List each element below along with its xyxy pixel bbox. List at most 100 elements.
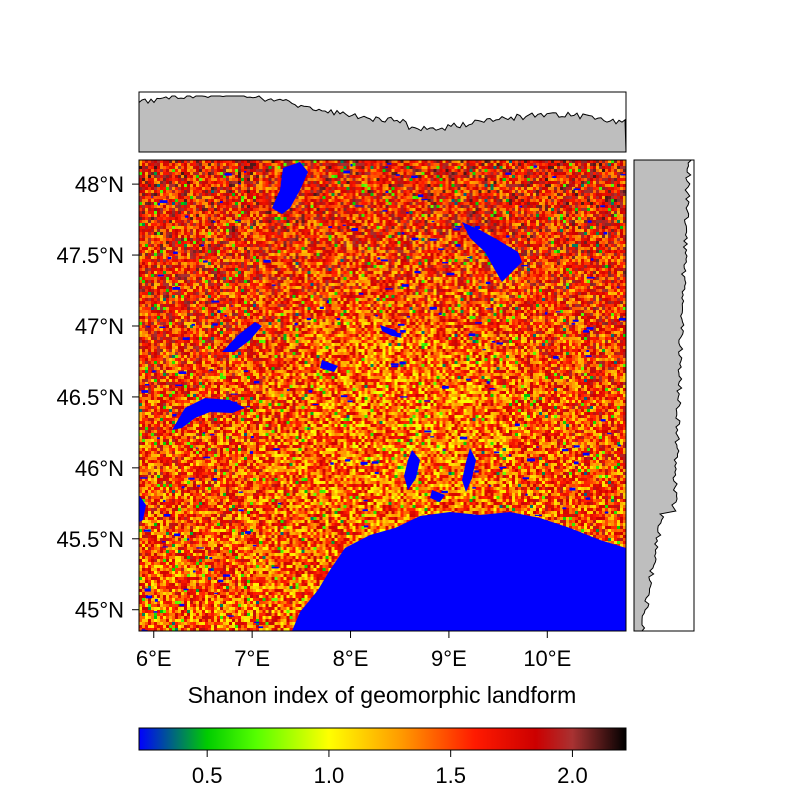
water-pixel [218, 579, 224, 583]
water-pixel [507, 265, 510, 268]
water-pixel [217, 310, 221, 313]
water-pixel [521, 628, 524, 631]
water-pixel [486, 381, 490, 384]
water-pixel [211, 300, 220, 303]
water-pixel [401, 232, 405, 235]
water-pixel [551, 625, 556, 627]
water-pixel [438, 248, 444, 251]
water-pixel [374, 471, 379, 474]
water-pixel [559, 576, 566, 578]
water-pixel [251, 435, 254, 439]
water-pixel [375, 314, 378, 317]
water-pixel [414, 270, 421, 274]
water-pixel [140, 477, 148, 479]
top-marginal-profile [138, 91, 627, 153]
water-pixel [604, 511, 609, 514]
water-pixel [519, 205, 523, 208]
water-pixel [397, 323, 405, 326]
water-pixel [252, 544, 257, 547]
water-pixel [395, 545, 404, 548]
water-pixel [161, 541, 166, 543]
water-pixel [308, 390, 313, 393]
water-pixel [419, 520, 426, 523]
colorbar-tick-label: 2.0 [557, 763, 588, 788]
water-pixel [238, 509, 244, 512]
water-pixel [141, 390, 149, 393]
colorbar-tick-label: 1.5 [435, 763, 466, 788]
water-pixel [399, 396, 408, 398]
water-pixel [455, 225, 462, 228]
water-pixel [286, 389, 290, 391]
water-pixel [157, 202, 161, 206]
water-pixel [196, 547, 204, 549]
water-pixel [224, 315, 227, 317]
longitude-profile-area [138, 95, 627, 153]
water-pixel [209, 434, 215, 436]
water-pixel [447, 574, 454, 577]
water-pixel [263, 259, 271, 263]
water-pixel [231, 401, 238, 405]
water-pixel [478, 615, 484, 618]
water-pixel [603, 231, 608, 235]
water-pixel [328, 226, 333, 228]
water-pixel [245, 531, 251, 534]
water-pixel [525, 493, 528, 496]
water-pixel [310, 597, 317, 601]
water-pixel [590, 258, 594, 261]
colorbar-tick-label: 1.0 [314, 763, 345, 788]
water-pixel [182, 337, 190, 340]
water-pixel [312, 404, 319, 406]
y-tick-label: 47.5°N [56, 243, 124, 268]
water-pixel [271, 284, 276, 286]
y-tick-label: 47°N [75, 314, 124, 339]
water-pixel [429, 306, 437, 310]
water-body [430, 490, 445, 502]
water-pixel [201, 244, 205, 247]
water-pixel [562, 507, 567, 510]
water-pixel [552, 176, 557, 179]
water-pixel [571, 572, 580, 574]
water-pixel [385, 191, 389, 193]
water-pixel [238, 183, 241, 185]
map-frame [138, 159, 627, 632]
water-pixel [393, 570, 400, 573]
water-pixel [400, 330, 406, 333]
water-pixel [163, 499, 166, 503]
water-pixel [442, 449, 447, 451]
water-pixel [326, 300, 329, 303]
water-pixel [585, 355, 592, 357]
water-pixel [382, 210, 388, 212]
water-body [272, 162, 308, 214]
water-pixel [390, 363, 399, 366]
water-pixel [482, 349, 486, 351]
water-pixel [159, 326, 166, 328]
water-pixel [559, 596, 562, 599]
water-pixel [485, 281, 491, 284]
water-body [462, 222, 522, 282]
water-pixel [191, 323, 195, 326]
water-pixel [474, 470, 479, 473]
water-pixel [151, 196, 154, 198]
water-pixel [489, 485, 492, 487]
water-pixel [573, 188, 581, 191]
water-pixel [502, 596, 511, 598]
water-pixel [336, 318, 340, 321]
water-pixel [294, 322, 298, 326]
water-pixel [271, 566, 279, 569]
water-pixel [430, 238, 437, 241]
water-pixel [386, 163, 392, 165]
water-pixel [534, 514, 542, 517]
water-pixel [145, 383, 150, 386]
water-pixel [377, 257, 381, 260]
x-tick-label: 8°E [333, 646, 369, 671]
water-pixel [183, 588, 189, 591]
water-pixel [616, 286, 620, 288]
water-pixel [172, 286, 181, 290]
water-pixel [358, 292, 364, 295]
y-tick-label: 46°N [75, 456, 124, 481]
water-pixel [351, 228, 358, 231]
water-pixel [401, 284, 409, 287]
water-pixel [577, 610, 581, 613]
water-pixel [502, 262, 511, 265]
water-pixel [617, 444, 621, 447]
